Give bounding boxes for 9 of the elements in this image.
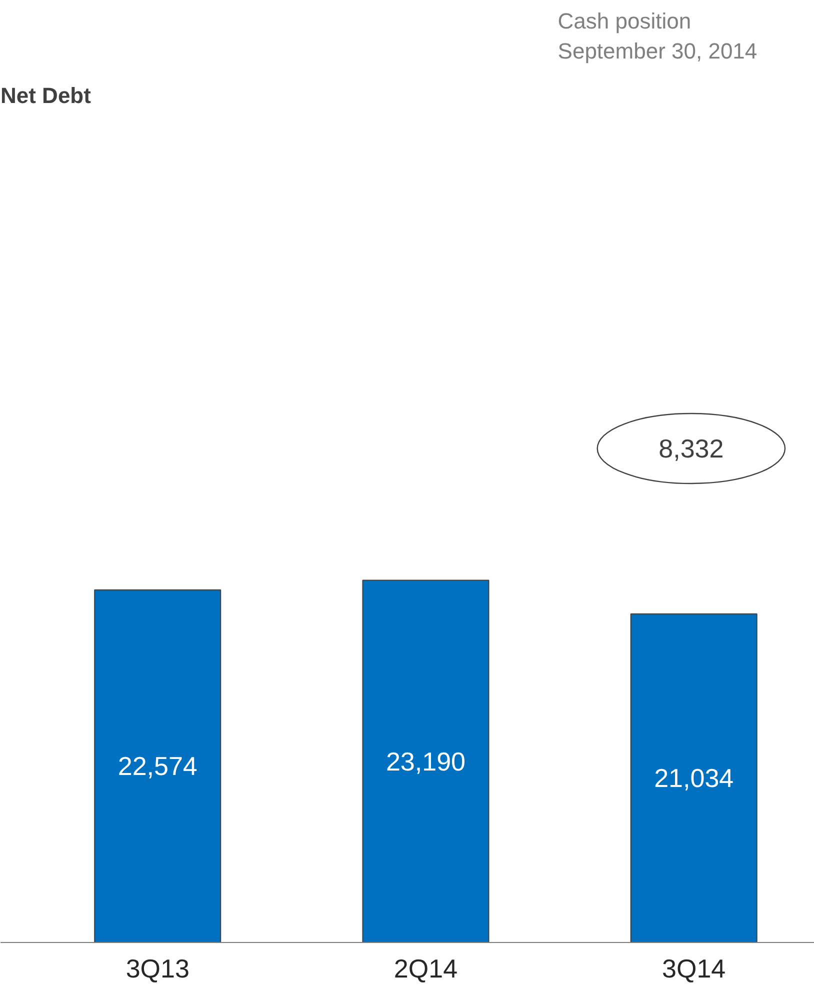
x-tick-label: 3Q13 xyxy=(126,954,190,984)
data-label: 22,574 xyxy=(118,751,198,782)
data-label: 21,034 xyxy=(654,763,734,794)
text: Cash position September 30, 2014 xyxy=(558,8,758,64)
x-tick-label: 2Q14 xyxy=(394,954,458,984)
text: 8,332 xyxy=(658,434,724,464)
chart-title: Net Debt xyxy=(0,83,92,108)
x-tick-label: 3Q14 xyxy=(662,954,726,984)
data-label: 23,190 xyxy=(386,746,466,776)
